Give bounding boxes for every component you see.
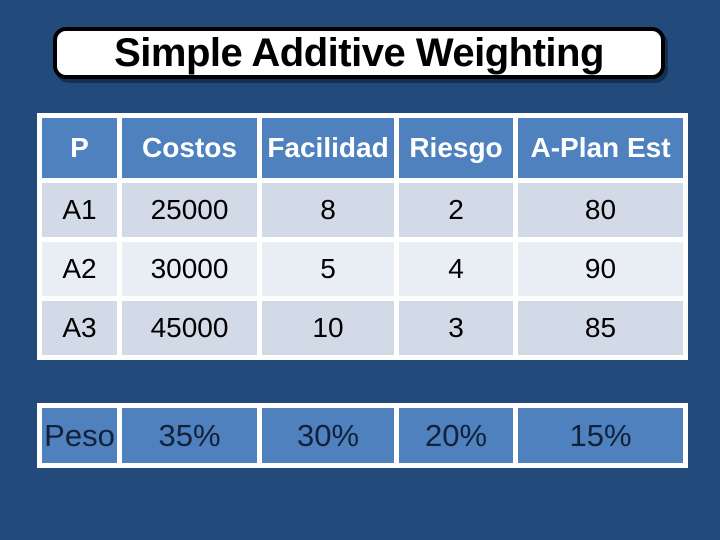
page-title: Simple Additive Weighting (114, 30, 604, 75)
cell-value: 85 (518, 301, 683, 355)
cell-value: 80 (518, 183, 683, 237)
column-header-riesgo: Riesgo (399, 118, 513, 178)
cell-value: 45000 (122, 301, 257, 355)
weight-value-facilidad: 30% (262, 408, 394, 463)
row-label: A1 (42, 183, 117, 237)
column-header-facilidad: Facilidad (262, 118, 394, 178)
cell-value: 4 (399, 242, 513, 296)
table-row-a1: A1 25000 8 2 80 (42, 183, 683, 237)
weight-value-riesgo: 20% (399, 408, 513, 463)
cell-value: 25000 (122, 183, 257, 237)
weight-value-costos: 35% (122, 408, 257, 463)
cell-value: 10 (262, 301, 394, 355)
column-header-p: P (42, 118, 117, 178)
table-row-a3: A3 45000 10 3 85 (42, 301, 683, 355)
row-label: A2 (42, 242, 117, 296)
cell-value: 2 (399, 183, 513, 237)
cell-value: 3 (399, 301, 513, 355)
weights-row: Peso 35% 30% 20% 15% (42, 408, 683, 463)
cell-value: 8 (262, 183, 394, 237)
weights-table: Peso 35% 30% 20% 15% (37, 403, 688, 468)
column-header-aplan-est: A-Plan Est (518, 118, 683, 178)
cell-value: 5 (262, 242, 394, 296)
cell-value: 30000 (122, 242, 257, 296)
table-row-a2: A2 30000 5 4 90 (42, 242, 683, 296)
weights-label: Peso (42, 408, 117, 463)
cell-value: 90 (518, 242, 683, 296)
weight-value-aplan-est: 15% (518, 408, 683, 463)
header-row: P Costos Facilidad Riesgo A-Plan Est (42, 118, 683, 178)
row-label: A3 (42, 301, 117, 355)
decision-matrix-table: P Costos Facilidad Riesgo A-Plan Est A1 … (37, 113, 688, 360)
title-banner: Simple Additive Weighting (53, 27, 665, 79)
column-header-costos: Costos (122, 118, 257, 178)
